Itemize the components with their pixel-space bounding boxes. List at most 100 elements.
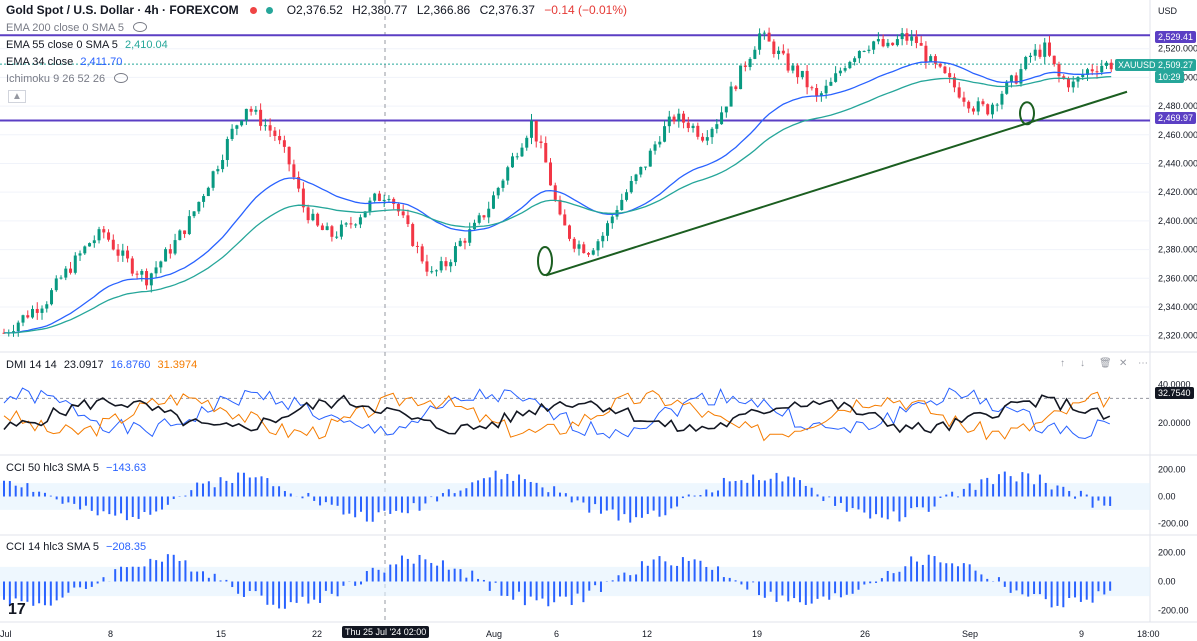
candle-body bbox=[116, 249, 120, 256]
candle-body bbox=[971, 108, 975, 112]
dmi-tick-label: 20.0000 bbox=[1158, 418, 1191, 428]
candle-body bbox=[834, 73, 838, 82]
candle-body bbox=[829, 81, 833, 86]
y-tick-label: 2,360.000 bbox=[1158, 273, 1197, 283]
candle-body bbox=[368, 200, 372, 212]
candle-body bbox=[382, 199, 386, 201]
candle-body bbox=[287, 146, 291, 165]
candle-body bbox=[225, 139, 229, 161]
indicator-ema200[interactable]: EMA 200 close 0 SMA 5 bbox=[6, 21, 148, 35]
visibility-eye-icon[interactable] bbox=[133, 22, 148, 32]
candle-body bbox=[857, 50, 861, 59]
candle-body bbox=[78, 253, 82, 256]
visibility-eye-icon[interactable] bbox=[114, 73, 129, 83]
cci14-legend[interactable]: CCI 14 hlc3 SMA 5 −208.35 bbox=[6, 540, 146, 554]
dmi-pane bbox=[0, 387, 1150, 442]
candle-body bbox=[31, 308, 35, 318]
indicator-label: Ichimoku 9 26 52 26 bbox=[6, 73, 106, 85]
cci50-value: −143.63 bbox=[106, 462, 147, 474]
cci-band bbox=[0, 483, 1150, 510]
cci-tick-label: 200.00 bbox=[1158, 465, 1186, 475]
candle-body bbox=[629, 180, 633, 193]
candle-body bbox=[696, 125, 700, 137]
candle-body bbox=[1005, 81, 1009, 94]
candle-body bbox=[762, 32, 766, 34]
minus-di-value: 31.3974 bbox=[157, 359, 198, 371]
candle-body bbox=[705, 137, 709, 141]
currency-label: USD bbox=[1158, 6, 1178, 16]
candle-body bbox=[230, 128, 234, 140]
candle-body bbox=[263, 125, 267, 127]
candle-body bbox=[596, 241, 600, 251]
x-tick-label: Jul bbox=[0, 629, 12, 639]
x-tick-label: 18:00 bbox=[1137, 629, 1160, 639]
more-icon[interactable]: ⋯ bbox=[1138, 358, 1148, 369]
candle-body bbox=[924, 45, 928, 62]
candle-body bbox=[658, 141, 662, 145]
candle-body bbox=[126, 250, 130, 259]
candle-body bbox=[449, 262, 453, 267]
candle-body bbox=[667, 116, 671, 127]
symbol-title[interactable]: Gold Spot / U.S. Dollar · 4h · FOREXCOM bbox=[6, 3, 239, 17]
candle-body bbox=[268, 125, 272, 131]
candle-body bbox=[92, 240, 96, 244]
candle-body bbox=[477, 215, 481, 223]
candle-body bbox=[301, 188, 305, 208]
candle-body bbox=[943, 66, 947, 74]
candle-body bbox=[278, 135, 282, 141]
candle-body bbox=[1024, 57, 1028, 70]
candle-body bbox=[202, 196, 206, 202]
close-value: C2,376.37 bbox=[479, 3, 535, 17]
candle-body bbox=[914, 36, 918, 44]
candle-body bbox=[848, 61, 852, 69]
move-down-icon[interactable]: ↓ bbox=[1080, 358, 1085, 369]
candle-body bbox=[995, 104, 999, 106]
cci50-pane bbox=[0, 470, 1150, 523]
candle-body bbox=[59, 277, 63, 279]
candle-body bbox=[164, 249, 168, 262]
indicator-ema34[interactable]: EMA 34 close 2,411.70 bbox=[6, 55, 122, 69]
grid bbox=[0, 0, 1197, 623]
move-up-icon[interactable]: ↑ bbox=[1060, 358, 1065, 369]
candle-body bbox=[591, 250, 595, 255]
candle-body bbox=[221, 160, 225, 170]
cci50-label: CCI 50 hlc3 SMA 5 bbox=[6, 462, 99, 474]
cci14-value: −208.35 bbox=[106, 541, 147, 553]
candle-body bbox=[16, 322, 20, 332]
candle-body bbox=[786, 53, 790, 71]
candle-body bbox=[534, 120, 538, 142]
x-tick-label: 6 bbox=[554, 629, 560, 639]
y-tick-label: 2,460.000 bbox=[1158, 130, 1197, 140]
candle-body bbox=[634, 174, 638, 181]
indicator-label: EMA 34 close bbox=[6, 56, 74, 68]
y-tick-label: 2,520.000 bbox=[1158, 44, 1197, 54]
candle-body bbox=[259, 109, 263, 126]
cci-tick-label: 200.00 bbox=[1158, 547, 1186, 557]
candle-body bbox=[810, 87, 814, 89]
collapse-icon[interactable]: ✕ bbox=[1119, 358, 1128, 369]
candle-body bbox=[377, 193, 381, 201]
cci-tick-label: -200.00 bbox=[1158, 606, 1189, 616]
trendline[interactable] bbox=[537, 90, 1128, 277]
candle-body bbox=[168, 249, 172, 254]
cci14-pane bbox=[0, 554, 1150, 609]
candle-body bbox=[510, 156, 514, 168]
dmi-legend[interactable]: DMI 14 14 23.0917 16.8760 31.3974 bbox=[6, 358, 197, 372]
candle-body bbox=[962, 97, 966, 102]
candle-body bbox=[781, 50, 785, 54]
indicator-ichimoku[interactable]: Ichimoku 9 26 52 26 bbox=[6, 72, 129, 86]
delete-icon[interactable]: 🗑 bbox=[1099, 358, 1112, 369]
candle-body bbox=[919, 43, 923, 46]
indicator-ema55[interactable]: EMA 55 close 0 SMA 5 2,410.04 bbox=[6, 38, 168, 52]
x-tick-label: 8 bbox=[108, 629, 114, 639]
candle-body bbox=[97, 229, 101, 241]
collapse-legend-button[interactable]: ▲ bbox=[8, 90, 26, 103]
candle-body bbox=[653, 144, 657, 151]
candle-body bbox=[796, 65, 800, 78]
candle-body bbox=[159, 261, 163, 268]
tradingview-logo[interactable]: 17 bbox=[8, 601, 26, 618]
horizontal-levels[interactable] bbox=[0, 34, 1150, 122]
cci50-legend[interactable]: CCI 50 hlc3 SMA 5 −143.63 bbox=[6, 461, 146, 475]
candle-body bbox=[140, 271, 144, 275]
